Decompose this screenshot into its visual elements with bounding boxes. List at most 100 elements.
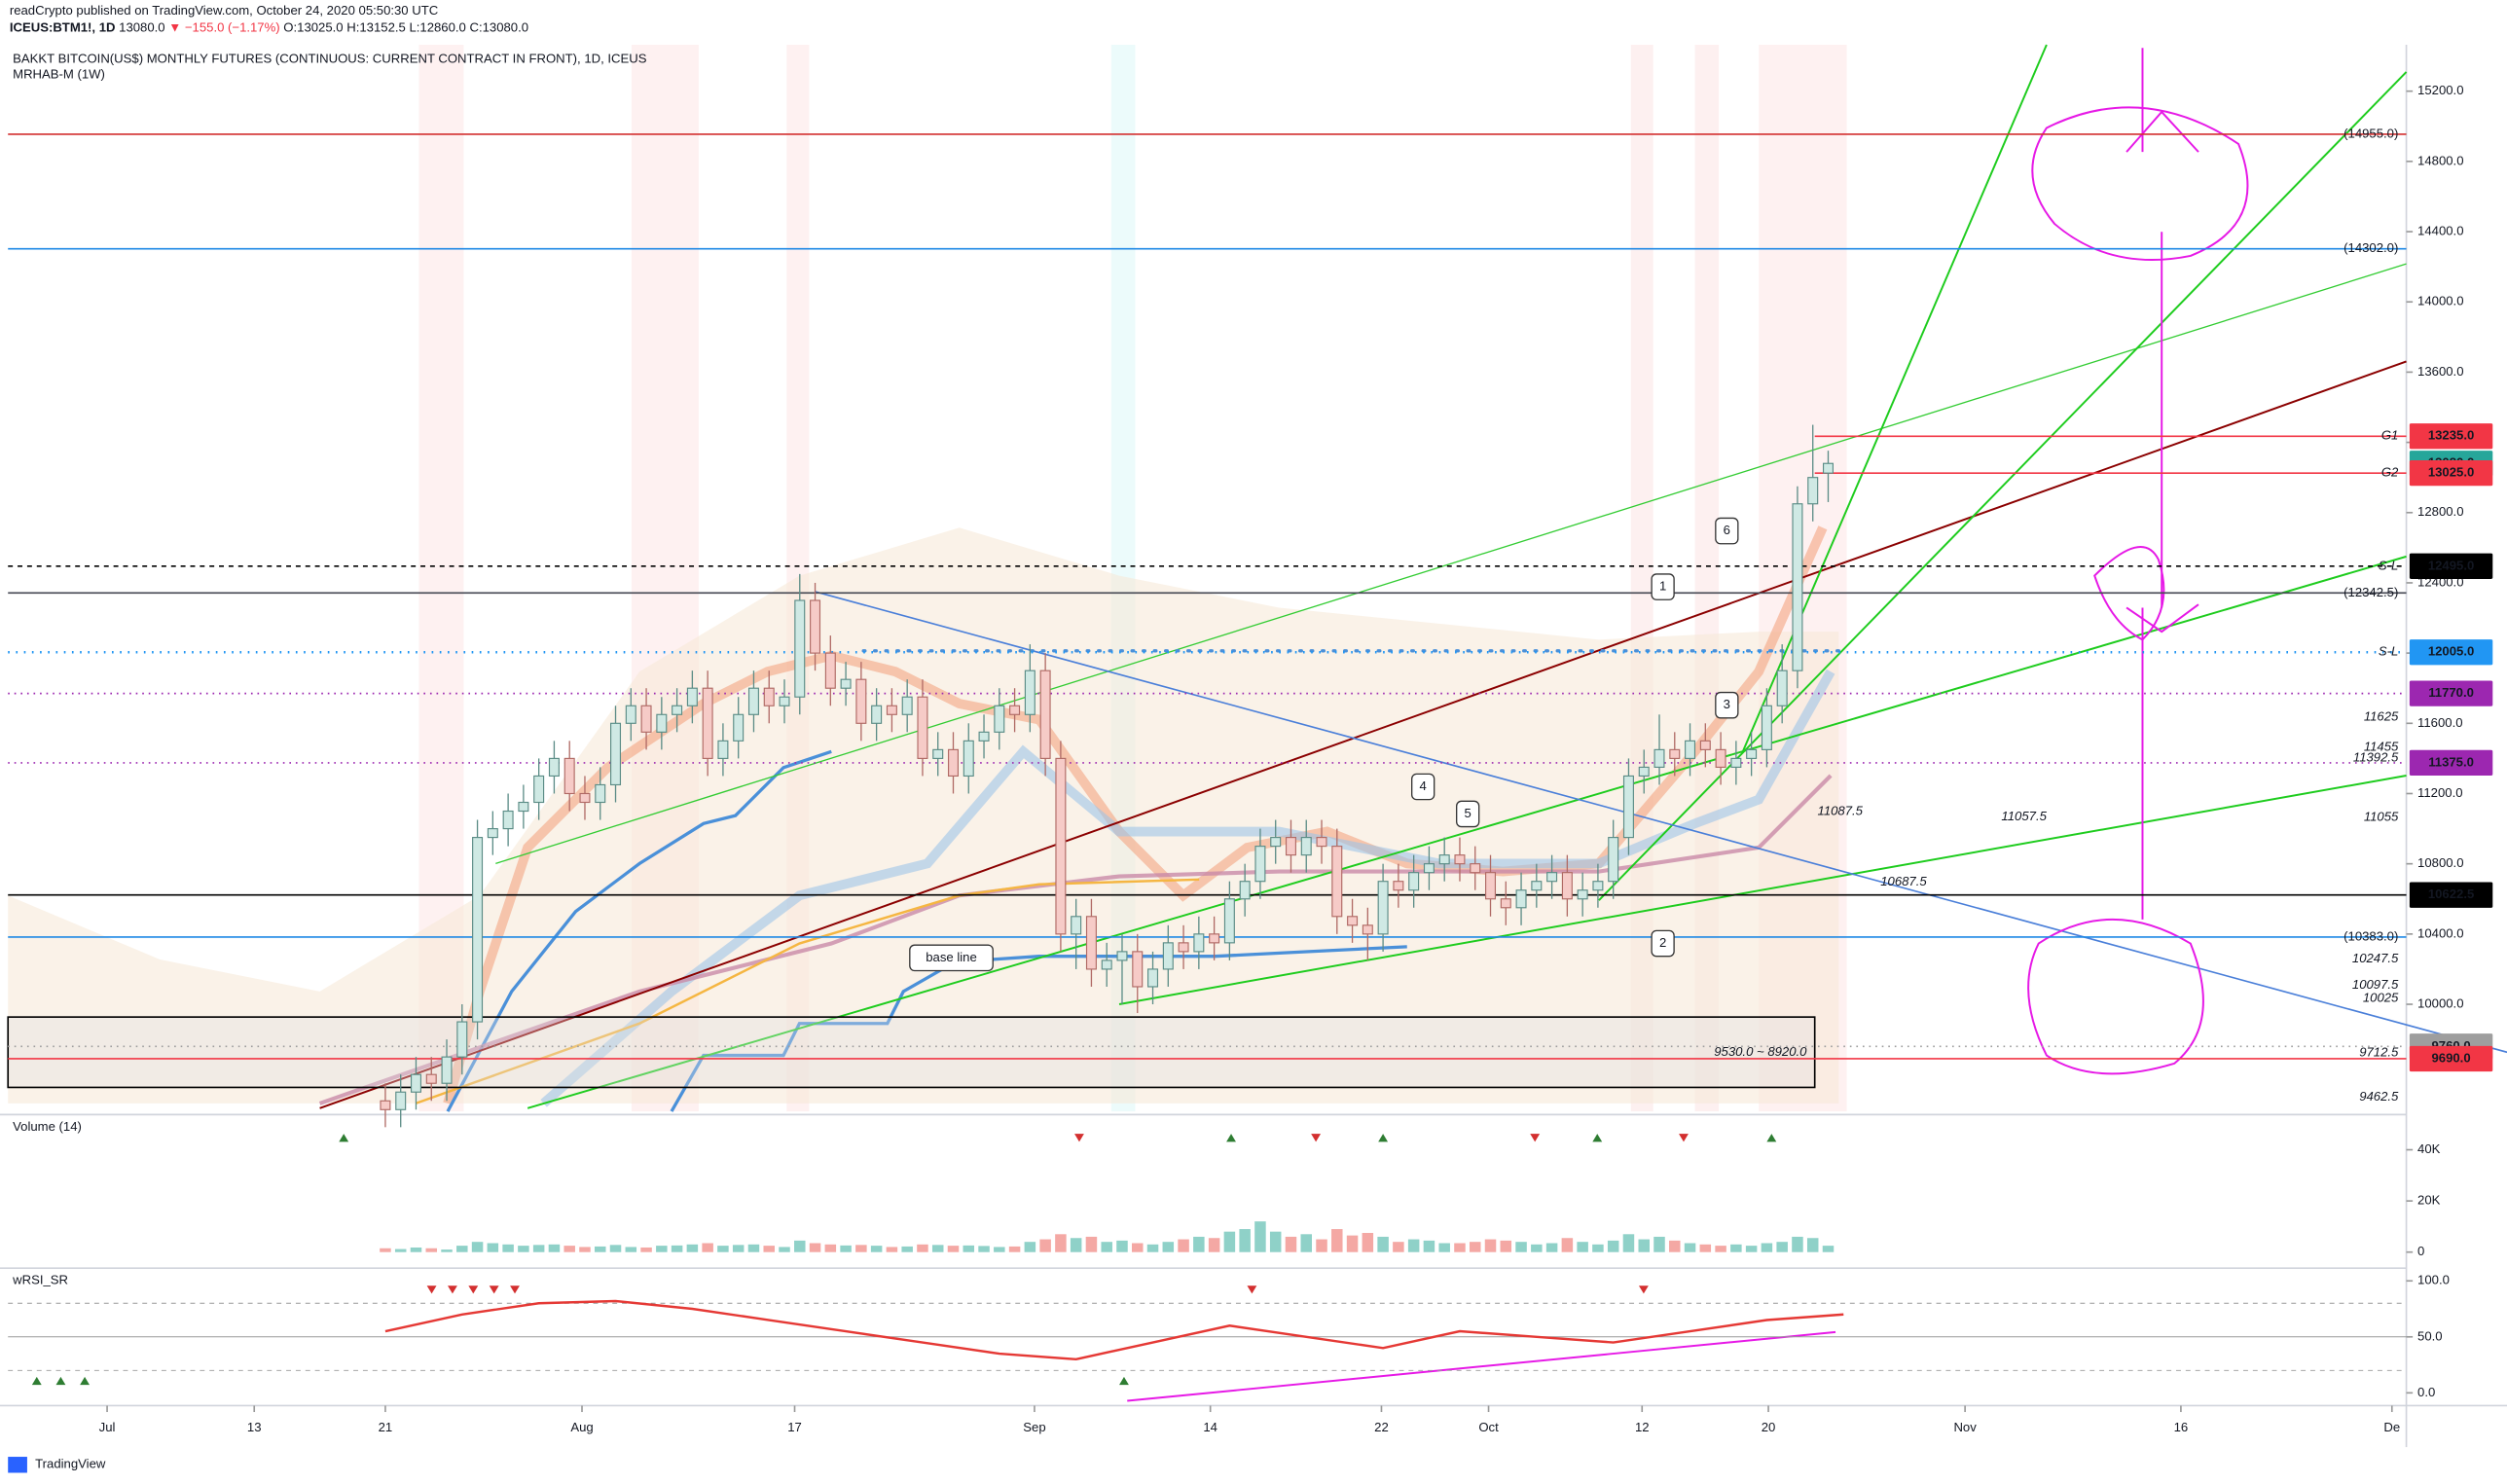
candle-body bbox=[1715, 748, 1726, 768]
volume-bar bbox=[579, 1247, 591, 1252]
price-badge-label: 12005.0 bbox=[2428, 644, 2474, 659]
candle-body bbox=[595, 783, 606, 804]
callout-label: 4 bbox=[1420, 778, 1427, 793]
x-tick-label: 20 bbox=[1762, 1420, 1776, 1434]
volume-bar bbox=[1055, 1234, 1067, 1252]
volume-bar bbox=[1300, 1234, 1312, 1252]
candle-body bbox=[472, 837, 484, 1023]
volume-bar bbox=[994, 1247, 1005, 1252]
price-badge-label: 13025.0 bbox=[2428, 465, 2474, 480]
volume-bar bbox=[1346, 1235, 1359, 1252]
indicator: MRHAB-M (1W) bbox=[13, 67, 105, 82]
candle-body bbox=[1039, 670, 1051, 759]
candle-body bbox=[824, 652, 836, 689]
candle-body bbox=[1393, 881, 1404, 891]
y-tick-label: 100.0 bbox=[2417, 1273, 2450, 1287]
x-tick-label: Nov bbox=[1953, 1420, 1977, 1434]
chart-area: readCrypto published on TradingView.com,… bbox=[0, 3, 2507, 1473]
volume-bar bbox=[1577, 1242, 1588, 1252]
volume-bar bbox=[1669, 1240, 1681, 1252]
candle-body bbox=[1285, 837, 1296, 856]
candle-body bbox=[1377, 881, 1389, 935]
callout-label: 2 bbox=[1659, 935, 1666, 950]
volume-bar bbox=[870, 1246, 883, 1252]
candle-body bbox=[1531, 881, 1543, 891]
level-label: (12342.5) bbox=[2344, 585, 2398, 599]
volume-bar bbox=[609, 1245, 622, 1252]
volume-bar bbox=[1085, 1236, 1098, 1252]
volume-bar bbox=[809, 1243, 821, 1252]
candle-body bbox=[686, 687, 698, 706]
candle-body bbox=[441, 1056, 453, 1084]
volume-bar bbox=[963, 1245, 975, 1252]
candle-body bbox=[380, 1100, 391, 1110]
callout-box bbox=[1456, 800, 1480, 828]
price-badge-label: 12495.0 bbox=[2428, 558, 2474, 572]
price-badge-label: 11770.0 bbox=[2428, 685, 2474, 700]
callout-label: 3 bbox=[1724, 697, 1730, 711]
candle-body bbox=[625, 705, 636, 724]
x-tick-label: De bbox=[2383, 1420, 2400, 1434]
last-price: 13080.0 bbox=[119, 20, 164, 35]
volume-bar bbox=[1730, 1244, 1742, 1252]
volume-bar bbox=[1638, 1239, 1650, 1252]
candle-body bbox=[487, 827, 498, 839]
x-tick-label: 17 bbox=[787, 1420, 802, 1434]
volume-bar bbox=[1592, 1244, 1604, 1252]
publisher: readCrypto published on TradingView.com,… bbox=[10, 3, 438, 18]
volume-bar bbox=[686, 1244, 699, 1252]
volume-bar bbox=[1208, 1238, 1220, 1252]
candle-body bbox=[1116, 951, 1128, 961]
y-tick-label: 14000.0 bbox=[2417, 294, 2463, 308]
volume-bar bbox=[1699, 1244, 1712, 1252]
price-badge-label: 11375.0 bbox=[2428, 754, 2474, 769]
price-badge bbox=[2409, 882, 2493, 908]
volume-bar bbox=[1254, 1221, 1266, 1252]
volume-title: Volume (14) bbox=[13, 1119, 82, 1134]
candle-body bbox=[1193, 933, 1205, 953]
level-label: (14302.0) bbox=[2344, 240, 2398, 255]
x-tick-label: Aug bbox=[570, 1420, 593, 1434]
symbol: ICEUS:BTM1!, 1D bbox=[10, 20, 116, 35]
rsi-title: wRSI_SR bbox=[12, 1273, 68, 1287]
volume-bar bbox=[1469, 1242, 1481, 1252]
volume-bar bbox=[1607, 1240, 1619, 1252]
volume-bar bbox=[947, 1246, 960, 1252]
volume-bar bbox=[380, 1248, 391, 1252]
candle-body bbox=[871, 705, 883, 724]
volume-bar bbox=[563, 1246, 575, 1252]
candle-body bbox=[702, 687, 713, 759]
candle-body bbox=[901, 696, 913, 715]
candle-body bbox=[1761, 705, 1772, 750]
candle-body bbox=[1178, 942, 1189, 953]
zone bbox=[7, 1016, 1816, 1089]
volume-bar bbox=[410, 1247, 422, 1252]
candle-body bbox=[1592, 881, 1604, 891]
y-tick-label: 14800.0 bbox=[2417, 153, 2463, 167]
volume-bar bbox=[1362, 1232, 1374, 1252]
y-tick-label: 13600.0 bbox=[2417, 364, 2463, 379]
candle-body bbox=[963, 740, 974, 778]
volume-bar bbox=[456, 1246, 468, 1252]
volume-bar bbox=[763, 1246, 775, 1252]
candle-body bbox=[1071, 916, 1082, 935]
price-note: 11057.5 bbox=[2001, 809, 2047, 823]
candle-body bbox=[1577, 889, 1588, 900]
volume-bar bbox=[1039, 1239, 1051, 1252]
candle-body bbox=[1331, 846, 1343, 918]
level-label: (14955.0) bbox=[2344, 126, 2398, 140]
candle-body bbox=[502, 810, 514, 830]
candle-body bbox=[1162, 942, 1174, 970]
y-tick-label: 0 bbox=[2417, 1244, 2424, 1258]
candle-body bbox=[840, 678, 852, 689]
volume-bar bbox=[487, 1243, 499, 1252]
volume-bar bbox=[1162, 1242, 1175, 1252]
callout-box bbox=[1651, 573, 1675, 600]
level-label: (10383.0) bbox=[2344, 928, 2398, 943]
volume-bar bbox=[824, 1244, 837, 1252]
price-badge bbox=[2409, 680, 2493, 706]
y-tick-label: 14400.0 bbox=[2417, 224, 2463, 238]
x-tick-label: 22 bbox=[1374, 1420, 1389, 1434]
